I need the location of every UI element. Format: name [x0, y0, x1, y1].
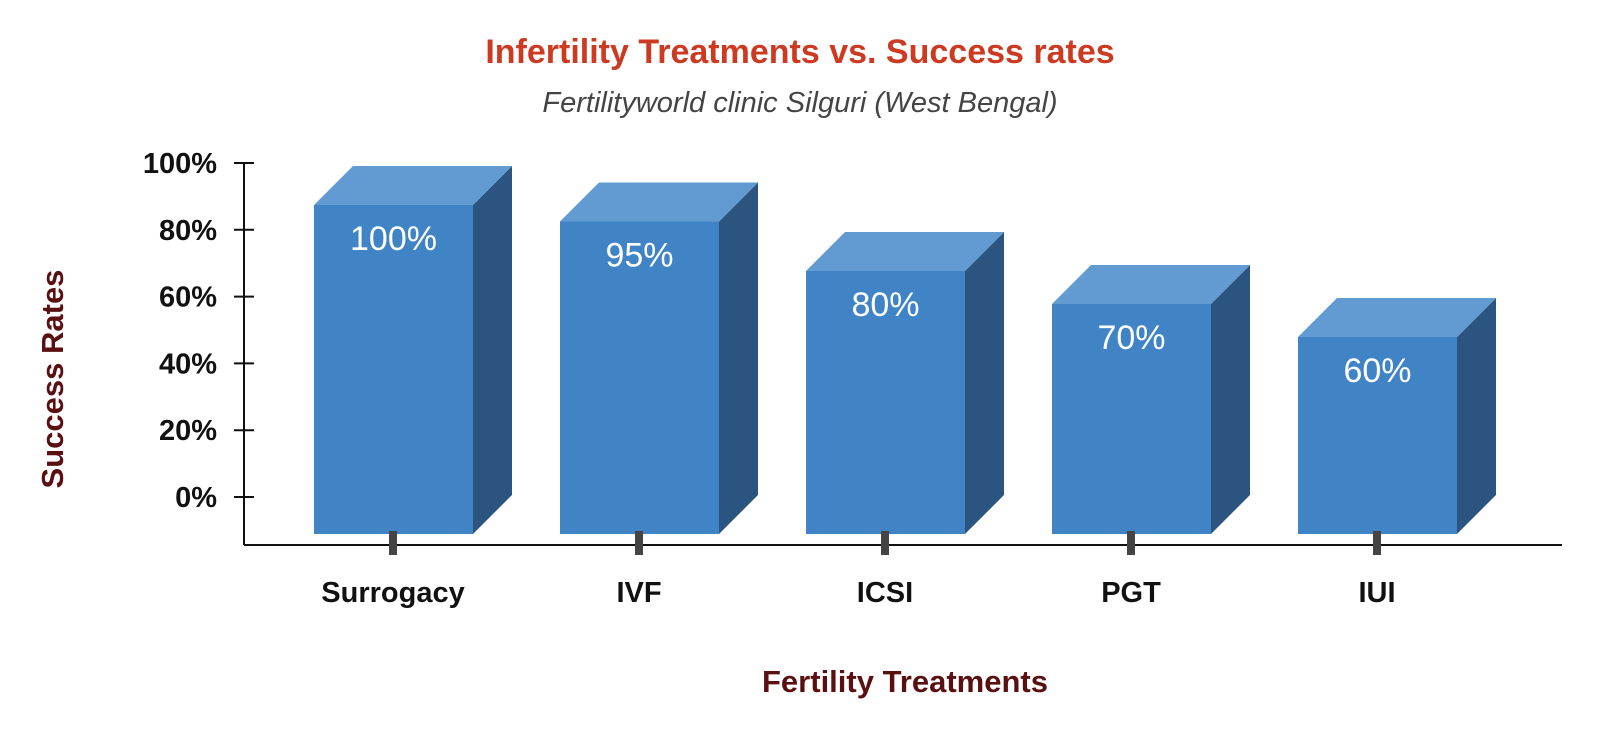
bar-side-face	[1457, 298, 1496, 534]
bars: 100% 95% 80% 70% 60%	[314, 166, 1496, 534]
chart-title: Infertility Treatments vs. Success rates	[485, 33, 1114, 71]
y-axis-label: Success Rates	[35, 270, 70, 489]
bar-top-face	[1298, 298, 1496, 337]
bar-data-label: 95%	[605, 237, 673, 275]
bar-front-face	[806, 271, 965, 534]
y-axis: 0% 20% 40% 60% 80% 100%	[143, 148, 254, 545]
x-tick-mark	[1127, 531, 1135, 555]
bar-side-face	[719, 182, 758, 534]
bar-icsi: 80%	[806, 232, 1004, 534]
bar-front-face	[1052, 304, 1211, 534]
y-tick-label: 80%	[159, 215, 217, 247]
bar-front-face	[560, 221, 719, 534]
x-tick-label: PGT	[1101, 577, 1161, 609]
bar-top-face	[560, 182, 758, 222]
bar-side-face	[1211, 265, 1250, 534]
x-tick-label: ICSI	[857, 577, 913, 609]
bar-side-face	[473, 166, 512, 534]
bar-ivf: 95%	[560, 182, 758, 534]
bar-top-face	[806, 232, 1004, 271]
x-tick-label: IUI	[1358, 577, 1395, 609]
x-tick-mark	[635, 531, 643, 555]
y-tick-label: 40%	[159, 348, 217, 380]
y-tick-label: 20%	[159, 415, 217, 447]
y-tick-label: 60%	[159, 282, 217, 314]
bar-data-label: 60%	[1343, 352, 1411, 390]
bar-data-label: 100%	[350, 220, 437, 258]
x-tick-mark	[881, 531, 889, 555]
bar-surrogacy: 100%	[314, 166, 512, 534]
bar-top-face	[314, 166, 512, 205]
bar-front-face	[314, 205, 473, 534]
y-tick-label: 0%	[175, 482, 217, 514]
x-tick-mark	[389, 531, 397, 555]
bar-top-face	[1052, 265, 1250, 304]
bar-data-label: 80%	[851, 286, 919, 324]
x-tick-label: Surrogacy	[321, 577, 464, 609]
x-tick-label: IVF	[616, 577, 661, 609]
bar-front-face	[1298, 337, 1457, 534]
bar-pgt: 70%	[1052, 265, 1250, 534]
bar-side-face	[965, 232, 1004, 534]
x-tick-mark	[1373, 531, 1381, 555]
bar-iui: 60%	[1298, 298, 1496, 534]
bar-data-label: 70%	[1097, 319, 1165, 357]
y-tick-label: 100%	[143, 148, 217, 180]
x-axis-label: Fertility Treatments	[762, 664, 1048, 699]
x-axis: Surrogacy IVF ICSI PGT IUI	[244, 531, 1562, 609]
chart-subtitle: Fertilityworld clinic Silguri (West Beng…	[542, 87, 1057, 119]
